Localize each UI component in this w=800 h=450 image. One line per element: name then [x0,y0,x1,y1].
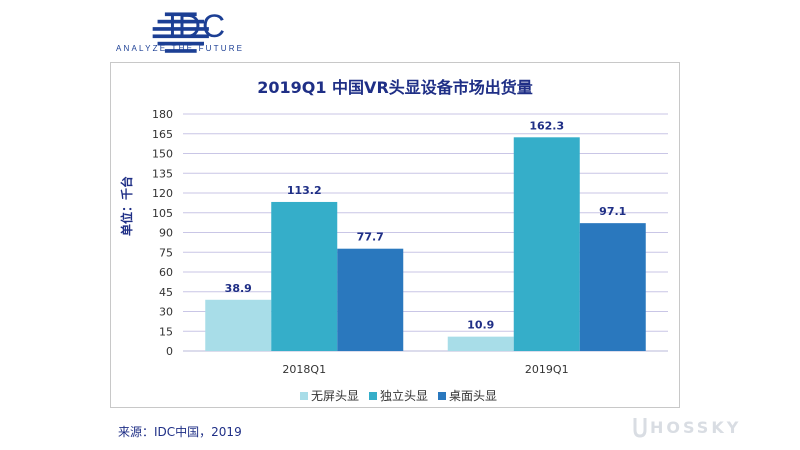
legend-label: 桌面头显 [449,389,498,403]
bar [579,223,646,351]
data-label: 38.9 [225,282,252,295]
y-tick-label: 75 [159,246,173,259]
legend-label: 独立头显 [380,389,429,403]
y-tick-label: 60 [159,266,173,279]
legend-swatch [369,391,378,400]
y-tick-label: 165 [152,128,173,141]
y-tick-label: 135 [152,167,173,180]
y-tick-label: 30 [159,306,173,319]
bar [205,299,272,351]
y-tick-label: 150 [152,148,173,161]
idc-logo-icon [152,12,209,53]
x-tick-label: 2019Q1 [525,363,569,376]
legend-label: 无屏头显 [311,389,360,403]
legend-swatch [300,391,308,400]
legend-item: 独立头显 [369,387,428,404]
data-label: 97.1 [599,205,626,218]
chart-title: 2019Q1 中国VR头显设备市场出货量 [257,78,533,97]
y-tick-label: 180 [152,108,173,121]
y-tick-label: 120 [152,187,173,200]
logo-text: IDC [168,8,227,44]
data-label: 10.9 [467,319,494,332]
legend-swatch [438,391,447,400]
data-label: 113.2 [287,184,322,197]
chart-legend: 无屏头显 独立头显 桌面头显 [300,387,497,404]
y-tick-label: 15 [159,325,173,338]
y-tick-label: 105 [152,207,173,220]
y-tick-label: 45 [159,286,173,299]
bar [513,137,580,351]
watermark-logo-icon [633,418,647,438]
data-label: 162.3 [529,119,564,132]
legend-item: 无屏头显 [300,387,359,404]
y-tick-label: 90 [159,227,173,240]
bar [271,201,338,351]
data-label: 77.7 [357,231,384,244]
bar [447,336,514,351]
logo-tagline: ANALYZE THE FUTURE [116,44,245,53]
bar [337,248,404,351]
source-note: 来源：IDC中国，2019 [118,425,242,439]
legend-item: 桌面头显 [438,387,497,404]
y-tick-label: 0 [166,345,173,358]
watermark: HOSSKY [650,418,742,437]
x-tick-label: 2018Q1 [282,363,326,376]
